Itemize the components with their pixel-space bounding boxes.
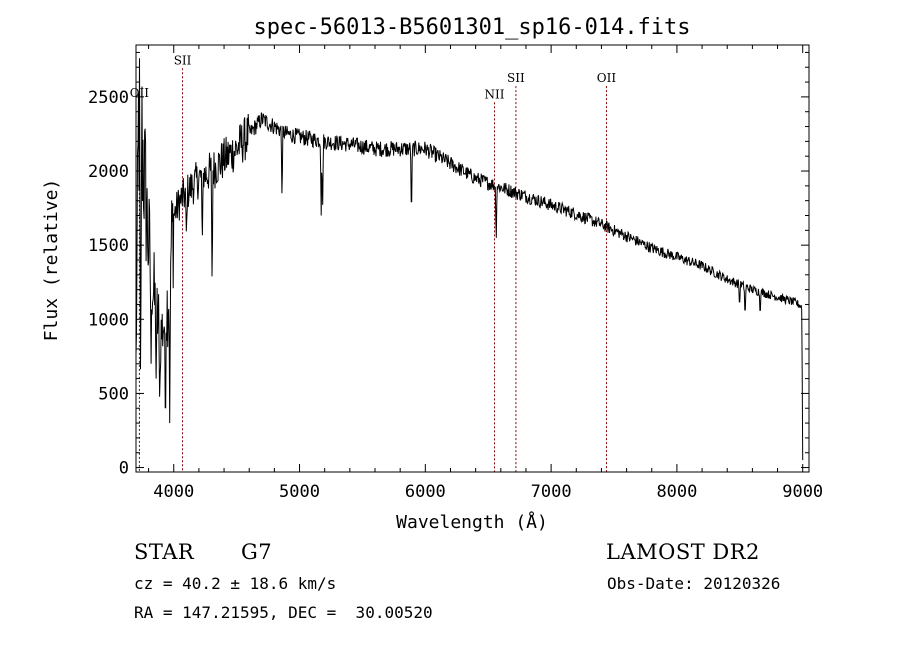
y-tick-label: 1500 — [88, 236, 129, 256]
line-marker-label: NII — [485, 87, 505, 101]
x-tick-label: 7000 — [531, 482, 572, 502]
y-tick-label: 0 — [119, 459, 129, 479]
x-tick-label: 6000 — [405, 482, 446, 502]
observation-date: Obs-Date: 20120326 — [607, 574, 781, 593]
y-tick-label: 2500 — [88, 88, 129, 108]
line-marker-label: SII — [507, 71, 525, 85]
chart-title: spec-56013-B5601301_sp16-014.fits — [253, 15, 690, 40]
object-class-label: STAR — [134, 540, 195, 564]
y-tick-label: 2000 — [88, 162, 129, 182]
x-tick-label: 8000 — [656, 482, 697, 502]
coordinates: RA = 147.21595, DEC = 30.00520 — [134, 603, 433, 622]
y-axis-label: Flux (relative) — [41, 179, 62, 342]
redshift-info: cz = 40.2 ± 18.6 km/s — [134, 574, 337, 593]
x-tick-label: 4000 — [153, 482, 194, 502]
y-tick-label: 500 — [98, 384, 129, 404]
y-axis: 0 500 1000 1500 2000 2500 — [88, 51, 809, 479]
x-axis-label: Wavelength (Å) — [396, 511, 548, 533]
line-marker-label: SII — [174, 53, 192, 67]
line-marker-label: OII — [597, 71, 617, 85]
x-tick-label: 9000 — [782, 482, 823, 502]
plot-frame — [135, 44, 810, 473]
object-subclass: G7 — [241, 540, 273, 564]
y-tick-label: 1000 — [88, 310, 129, 330]
survey-name: LAMOST DR2 — [606, 540, 760, 564]
x-axis: 4000 5000 6000 7000 8000 9000 — [148, 45, 823, 502]
spectrum-line — [135, 58, 804, 461]
x-tick-label: 5000 — [279, 482, 320, 502]
